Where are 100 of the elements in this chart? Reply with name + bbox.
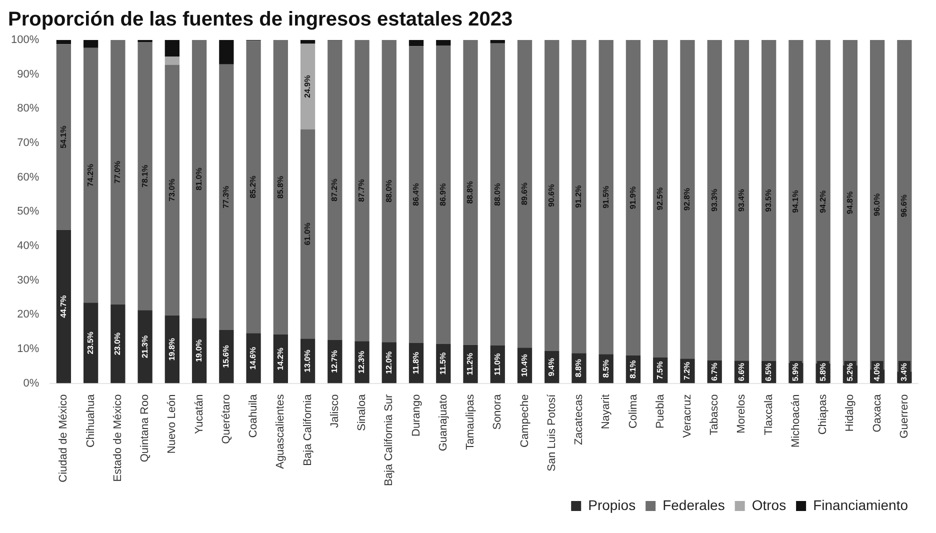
x-tick-label: Chihuahua	[84, 393, 97, 448]
y-tick-label: 80%	[17, 102, 40, 115]
data-label: 94.1%	[791, 190, 800, 213]
y-tick-label: 0%	[23, 377, 40, 390]
x-tick-label: Colima	[627, 393, 640, 429]
data-label: 93.5%	[764, 189, 774, 212]
data-label: 8.8%	[574, 359, 584, 378]
data-label: 11.2%	[466, 352, 475, 376]
data-label: 6.7%	[710, 362, 719, 381]
x-tick-label: Yucatán	[193, 394, 206, 434]
data-label: 21.3%	[140, 335, 150, 358]
x-tick-label: Durango	[410, 394, 422, 436]
data-label: 86.4%	[411, 183, 420, 206]
data-label: 8.1%	[628, 360, 638, 379]
data-label: 89.6%	[520, 182, 529, 206]
y-tick-label: 30%	[17, 274, 40, 286]
x-tick-label: Estado de México	[112, 394, 124, 482]
data-label: 91.9%	[628, 186, 638, 210]
x-tick-label: Sinaloa	[356, 393, 368, 431]
legend-label: Otros	[752, 496, 786, 513]
x-tick-label: Baja California Sur	[383, 394, 396, 486]
data-label: 5.9%	[791, 363, 800, 382]
data-label: 92.8%	[682, 188, 692, 211]
legend-label: Federales	[662, 496, 725, 513]
x-tick-label: Zacatecas	[573, 394, 586, 446]
y-tick-label: 50%	[17, 206, 40, 218]
data-label: 88.8%	[466, 181, 475, 204]
y-tick-label: 90%	[17, 68, 40, 80]
data-label: 13.0%	[302, 350, 312, 372]
x-tick-label: Sonora	[492, 393, 504, 430]
x-tick-label: Tlaxcala	[762, 393, 775, 436]
data-label: 7.5%	[656, 361, 665, 380]
data-label: 11.0%	[492, 353, 502, 376]
data-label: 94.2%	[818, 190, 828, 214]
legend-label: Financiamiento	[813, 496, 908, 513]
data-label: 15.6%	[222, 345, 231, 368]
data-label: 74.2%	[86, 164, 96, 187]
x-tick-label: Michoacán	[790, 394, 802, 448]
x-tick-label: Querétaro	[220, 394, 232, 444]
y-tick-label: 10%	[17, 342, 40, 355]
data-label: 61.0%	[302, 222, 312, 246]
x-tick-label: Coahuila	[248, 393, 260, 438]
data-label: 93.4%	[736, 188, 746, 212]
chart-title: Proporción de las fuentes de ingresos estatales 2023	[8, 8, 513, 31]
x-tick-label: Nayarit	[600, 394, 612, 430]
data-label: 78.1%	[140, 164, 150, 188]
y-tick-label: 70%	[17, 137, 40, 150]
data-label: 93.3%	[710, 188, 719, 212]
data-label: 85.2%	[248, 176, 258, 198]
data-label: 77.3%	[222, 186, 231, 208]
data-label: 85.8%	[276, 176, 285, 199]
x-tick-label: Hidalgo	[844, 394, 856, 432]
data-label: 87.2%	[330, 178, 340, 202]
x-tick-label: Guanajuato	[437, 394, 450, 452]
y-tick-label: 40%	[17, 240, 40, 252]
x-tick-label: Aguascalientes	[274, 394, 287, 469]
data-label: 91.2%	[574, 185, 584, 208]
data-label: 96.6%	[900, 194, 909, 218]
data-label: 12.0%	[384, 351, 394, 374]
data-label: 8.5%	[601, 360, 610, 378]
data-label: 7.2%	[682, 362, 692, 380]
x-tick-label: Baja California	[302, 393, 314, 466]
x-tick-label: Veracruz	[682, 394, 694, 438]
legend-label: Propios	[588, 496, 636, 513]
x-tick-label: San Luis Potosí	[546, 393, 558, 472]
x-tick-label: Puebla	[654, 393, 666, 429]
x-tick-label: Campeche	[518, 394, 531, 448]
data-label: 11.5%	[438, 352, 448, 375]
data-label: 87.7%	[357, 179, 366, 202]
data-label: 91.5%	[601, 186, 610, 208]
x-tick-label: Quintana Roo	[139, 394, 152, 462]
data-label: 86.9%	[438, 183, 448, 206]
y-tick-label: 60%	[17, 171, 40, 184]
x-tick-label: Nuevo León	[166, 394, 178, 454]
data-label: 12.7%	[330, 350, 340, 373]
x-tick-label: Tamaulipas	[464, 394, 477, 450]
data-label: 90.6%	[547, 184, 556, 207]
data-label: 23.5%	[86, 332, 96, 354]
data-label: 88.0%	[384, 180, 394, 202]
data-label: 14.2%	[276, 348, 285, 370]
y-tick-label: 20%	[17, 308, 40, 321]
data-label: 44.7%	[58, 295, 68, 318]
data-label: 81.0%	[194, 168, 204, 190]
data-label: 6.5%	[764, 363, 774, 382]
x-tick-label: Oaxaca	[871, 393, 884, 432]
data-label: 77.0%	[113, 160, 122, 184]
data-label: 5.8%	[818, 363, 828, 382]
data-label: 54.1%	[58, 126, 68, 148]
data-label: 14.6%	[248, 346, 258, 370]
data-label: 23.0%	[113, 332, 122, 356]
data-label: 9.4%	[547, 358, 556, 376]
data-label: 73.0%	[167, 178, 176, 202]
data-label: 92.5%	[656, 187, 665, 210]
data-label: 94.8%	[845, 191, 854, 214]
data-label: 19.8%	[167, 338, 176, 361]
data-label: 12.3%	[357, 350, 366, 374]
data-label: 11.8%	[411, 352, 420, 374]
data-label: 10.4%	[520, 354, 529, 377]
data-label: 88.0%	[492, 183, 502, 206]
x-tick-label: Chiapas	[817, 394, 830, 435]
